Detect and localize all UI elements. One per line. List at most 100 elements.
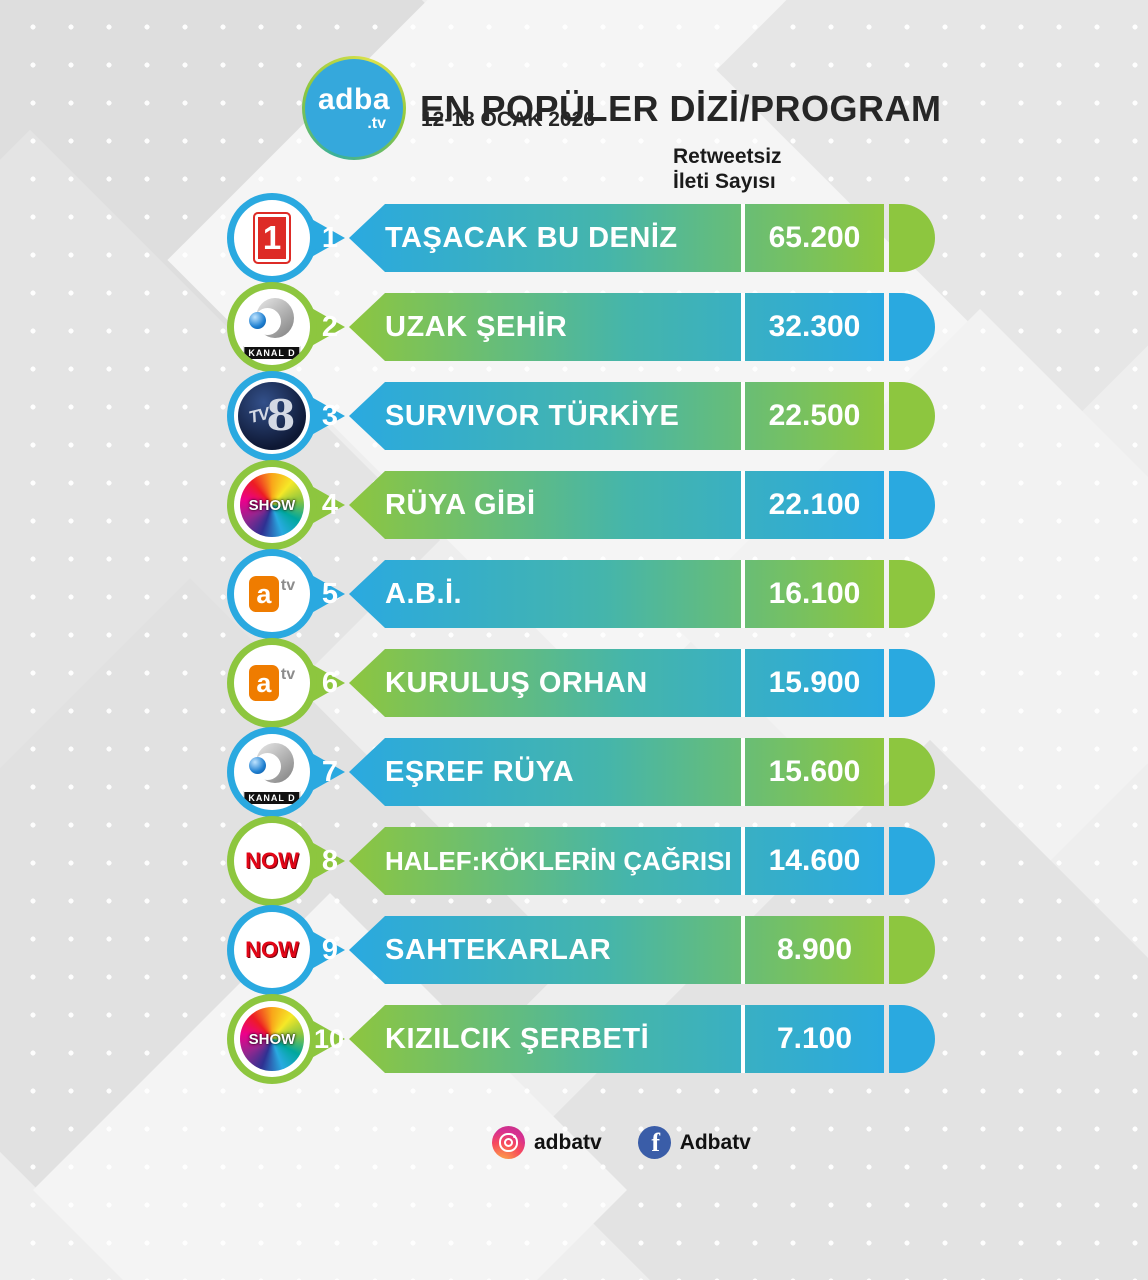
instagram-handle-label: adbatv — [534, 1130, 602, 1154]
adba-tv-logo-circle: adba .tv — [305, 59, 403, 157]
bar-separator — [741, 293, 745, 361]
facebook-icon: f — [637, 1126, 671, 1159]
showtv-logo-icon: SHOW — [234, 1001, 310, 1077]
channel-logo-ring: KANAL D — [227, 282, 317, 372]
bar-end-cap — [889, 204, 935, 272]
channel-logo-ring: SHOW — [227, 994, 317, 1084]
channel-logo-ring: SHOW — [227, 460, 317, 550]
atv-logo-icon: a tv — [234, 556, 310, 632]
bar: EŞREF RÜYA 15.600 — [349, 738, 884, 806]
date-range: 12-18 OCAK 2026 — [421, 108, 595, 131]
tweet-count-value: 32.300 — [768, 310, 861, 343]
bar-separator — [741, 204, 745, 272]
bar-end-cap — [889, 649, 935, 717]
channel-logo: SHOW — [234, 1001, 310, 1077]
bar-separator — [741, 560, 745, 628]
rank-number: 2 — [321, 311, 339, 343]
show-title: HALEF:KÖKLERİN ÇAĞRISI — [385, 845, 732, 876]
facebook-handle-label: Adbatv — [679, 1130, 751, 1154]
channel-logo: 1 — [234, 200, 310, 276]
ranking-row: KANAL D 2 UZAK ŞEHİR 32.300 — [227, 282, 935, 372]
rank-badge: a tv 6 — [227, 638, 345, 728]
ranking-row: SHOW 4 RÜYA GİBİ 22.100 — [227, 460, 935, 550]
bar: KIZILCIK ŞERBETİ 7.100 — [349, 1005, 884, 1073]
bar: TAŞACAK BU DENİZ 65.200 — [349, 204, 884, 272]
trt1-logo-icon: 1 — [234, 200, 310, 276]
channel-logo-ring: NOW — [227, 816, 317, 906]
rank-badge: KANAL D 2 — [227, 282, 345, 372]
ranking-row: NOW 8 HALEF:KÖKLERİN ÇAĞRISI 14.600 — [227, 816, 935, 906]
footer: adbatv f Adbatv — [492, 1126, 751, 1159]
ranking-row: a tv 6 KURULUŞ ORHAN 15.900 — [227, 638, 935, 728]
bar-end-cap — [889, 560, 935, 628]
bar-separator — [741, 1005, 745, 1073]
show-title: KURULUŞ ORHAN — [385, 666, 648, 699]
now-logo-icon: NOW — [245, 937, 299, 962]
channel-logo: a tv — [234, 645, 310, 721]
atv-logo-icon: a tv — [234, 645, 310, 721]
instagram-icon — [492, 1126, 525, 1159]
rank-number: 1 — [321, 222, 339, 254]
adba-tv-logo: adba .tv — [302, 56, 406, 160]
value-column-header-line1: Retweetsiz — [673, 145, 782, 168]
rank-badge: 1 1 — [227, 193, 345, 283]
bar: SAHTEKARLAR 8.900 — [349, 916, 884, 984]
channel-logo-ring: a tv — [227, 549, 317, 639]
bar-separator — [741, 382, 745, 450]
bar-end-cap — [889, 471, 935, 539]
show-title: TAŞACAK BU DENİZ — [385, 221, 678, 254]
bar-separator — [741, 738, 745, 806]
kanald-logo-icon: KANAL D — [234, 289, 310, 365]
bar: UZAK ŞEHİR 32.300 — [349, 293, 884, 361]
rank-number: 7 — [321, 756, 339, 788]
show-title: RÜYA GİBİ — [385, 488, 536, 521]
bar: HALEF:KÖKLERİN ÇAĞRISI 14.600 — [349, 827, 884, 895]
page-title: EN POPÜLER DİZİ/PROGRAM — [420, 88, 942, 130]
rank-badge: NOW 8 — [227, 816, 345, 906]
channel-logo-ring: TV 8 — [227, 371, 317, 461]
rank-badge: NOW 9 — [227, 905, 345, 995]
channel-logo: NOW — [234, 912, 310, 988]
bar-separator — [741, 471, 745, 539]
adba-logo-tld: .tv — [367, 114, 386, 132]
tweet-count-value: 14.600 — [768, 844, 861, 877]
now-logo-icon: NOW — [245, 848, 299, 873]
bar-end-cap — [889, 827, 935, 895]
ranking-row: KANAL D 7 EŞREF RÜYA 15.600 — [227, 727, 935, 817]
ranking-row: NOW 9 SAHTEKARLAR 8.900 — [227, 905, 935, 995]
rank-number: 10 — [313, 1024, 345, 1054]
channel-logo-ring: 1 — [227, 193, 317, 283]
rank-number: 9 — [321, 934, 339, 966]
show-title: SAHTEKARLAR — [385, 933, 612, 966]
show-title: KIZILCIK ŞERBETİ — [385, 1022, 650, 1055]
ranking-row: 1 1 TAŞACAK BU DENİZ 65.200 — [227, 193, 935, 283]
tweet-count-value: 15.600 — [768, 755, 861, 788]
bar: A.B.İ. 16.100 — [349, 560, 884, 628]
bar-separator — [741, 827, 745, 895]
rank-number: 6 — [321, 667, 339, 699]
rank-number: 4 — [321, 489, 339, 521]
value-column-header: Retweetsiz İleti Sayısı — [673, 144, 782, 194]
channel-logo: TV 8 — [234, 378, 310, 454]
ranking-row: a tv 5 A.B.İ. 16.100 — [227, 549, 935, 639]
tweet-count-value: 22.500 — [768, 399, 861, 432]
channel-logo-ring: NOW — [227, 905, 317, 995]
channel-logo: KANAL D — [234, 289, 310, 365]
kanald-logo-icon: KANAL D — [234, 734, 310, 810]
bar-end-cap — [889, 916, 935, 984]
bar-end-cap — [889, 738, 935, 806]
channel-logo-ring: KANAL D — [227, 727, 317, 817]
bar-end-cap — [889, 382, 935, 450]
instagram-handle: adbatv — [492, 1126, 602, 1159]
ranking-row: SHOW 10 KIZILCIK ŞERBETİ 7.100 — [227, 994, 935, 1084]
tweet-count-value: 65.200 — [768, 221, 861, 254]
bar-separator — [741, 649, 745, 717]
show-title: UZAK ŞEHİR — [385, 310, 568, 343]
bar: SURVIVOR TÜRKİYE 22.500 — [349, 382, 884, 450]
rank-badge: SHOW 10 — [227, 994, 345, 1084]
channel-logo: a tv — [234, 556, 310, 632]
rank-number: 8 — [321, 845, 339, 877]
rank-number: 5 — [321, 578, 339, 610]
show-title: SURVIVOR TÜRKİYE — [385, 399, 680, 432]
